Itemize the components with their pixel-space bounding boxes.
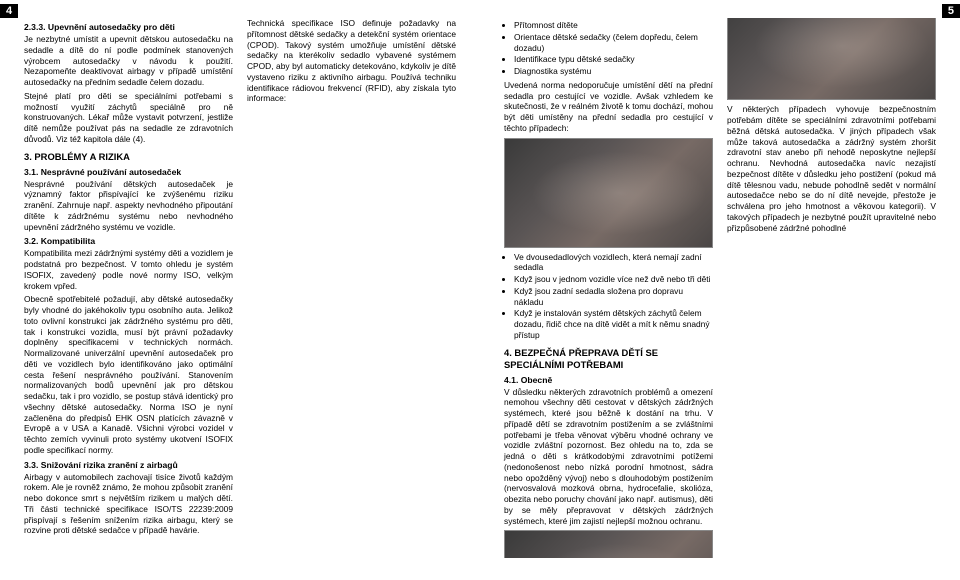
para: Nesprávné používání dětských autosedaček… [24, 179, 233, 233]
list-item: Když jsou zadní sedadla složena pro dopr… [514, 286, 713, 308]
para: V některých případech vyhovuje bezpečnos… [727, 104, 936, 233]
list-item: Diagnostika systému [514, 66, 713, 77]
page-right: 5 Přítomnost dítěte Orientace dětské sed… [480, 0, 960, 580]
list-item: Přítomnost dítěte [514, 20, 713, 31]
heading-233: 2.3.3. Upevnění autosedačky pro děti [24, 22, 233, 33]
child-seat-photo-1 [504, 138, 713, 248]
page-left-columns: 2.3.3. Upevnění autosedačky pro děti Je … [24, 18, 456, 558]
list-item: Ve dvousedadlových vozidlech, která nema… [514, 252, 713, 274]
page-number-right: 5 [942, 4, 960, 18]
heading-32: 3.2. Kompatibilita [24, 236, 233, 247]
heading-33: 3.3. Snižování rizika zranění z airbagů [24, 460, 233, 471]
para: Je nezbytné umístit a upevnit dětskou au… [24, 34, 233, 88]
page-left: 4 2.3.3. Upevnění autosedačky pro děti J… [0, 0, 480, 580]
page-number-left: 4 [0, 4, 18, 18]
heading-4: 4. BEZPEČNÁ PŘEPRAVA DĚTÍ SE SPECIÁLNÍMI… [504, 347, 713, 371]
para: Kompatibilita mezi zádržnými systémy dět… [24, 248, 233, 291]
heading-41: 4.1. Obecně [504, 375, 713, 386]
list-item: Když je instalován systém dětských záchy… [514, 308, 713, 340]
para: V důsledku některých zdravotních problém… [504, 387, 713, 527]
bullet-list-2: Ve dvousedadlových vozidlech, která nema… [504, 252, 713, 341]
para: Airbagy v automobilech zachovají tisíce … [24, 472, 233, 537]
para: Obecně spotřebitelé požadují, aby dětské… [24, 294, 233, 455]
list-item: Orientace dětské sedačky (čelem dopředu,… [514, 32, 713, 54]
list-item: Když jsou v jednom vozidle více než dvě … [514, 274, 713, 285]
para: Stejné platí pro děti se speciálními pot… [24, 91, 233, 145]
para: Uvedená norma nedoporučuje umístění dětí… [504, 80, 713, 134]
heading-3: 3. PROBLÉMY A RIZIKA [24, 151, 233, 163]
page-right-columns: Přítomnost dítěte Orientace dětské sedač… [504, 18, 936, 558]
list-item: Identifikace typu dětské sedačky [514, 54, 713, 65]
para: Technická specifikace ISO definuje požad… [247, 18, 456, 104]
bullet-list-1: Přítomnost dítěte Orientace dětské sedač… [504, 20, 713, 77]
heading-31: 3.1. Nesprávné používání autosedaček [24, 167, 233, 178]
